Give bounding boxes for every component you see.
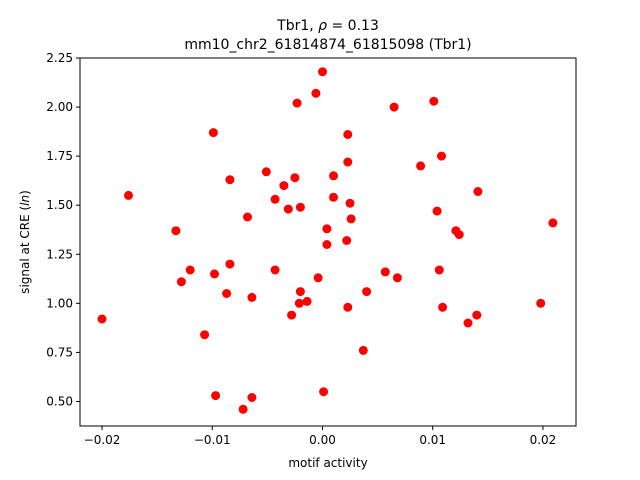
y-tick-label: 2.25 <box>46 51 73 65</box>
data-point <box>208 128 218 138</box>
data-point <box>380 267 390 277</box>
y-axis-ticks: 0.50 0.75 1.00 1.25 1.50 1.75 2.00 2.25 <box>46 51 80 408</box>
data-point <box>329 171 338 181</box>
data-point <box>472 310 482 320</box>
data-point <box>270 194 280 204</box>
data-point <box>536 298 546 308</box>
x-axis-ticks: −0.02 −0.01 0.00 0.01 0.02 <box>84 426 557 447</box>
data-point <box>358 345 368 355</box>
data-point <box>270 265 280 275</box>
data-point <box>225 175 235 185</box>
data-point <box>294 298 304 308</box>
y-tick-label: 1.50 <box>46 198 73 212</box>
data-point <box>243 212 252 222</box>
y-tick-label: 1.00 <box>46 296 73 310</box>
data-point <box>345 198 355 208</box>
data-point <box>362 287 372 297</box>
y-tick-label: 1.25 <box>46 247 73 261</box>
y-tick-label: 0.75 <box>46 345 73 359</box>
chart-title-line2: mm10_chr2_61814874_61815098 (Tbr1) <box>184 37 471 53</box>
data-point <box>389 102 399 112</box>
x-tick-label: −0.02 <box>84 433 121 447</box>
data-point <box>434 265 444 275</box>
x-tick-label: −0.01 <box>194 433 231 447</box>
data-point <box>290 173 300 183</box>
x-tick-label: 0.01 <box>419 433 446 447</box>
data-point <box>225 259 235 269</box>
data-point <box>343 130 353 139</box>
data-point <box>548 218 558 228</box>
data-point <box>247 292 257 302</box>
data-point <box>343 302 353 312</box>
data-point <box>222 289 232 298</box>
data-point <box>343 157 353 167</box>
axes-frame <box>79 57 577 427</box>
data-point <box>279 181 289 191</box>
data-point <box>211 391 221 401</box>
data-point <box>392 273 402 283</box>
data-point <box>200 330 210 340</box>
data-point <box>97 314 107 324</box>
data-point <box>283 204 293 214</box>
data-point <box>454 230 464 240</box>
data-point <box>322 240 332 249</box>
data-point <box>432 206 442 216</box>
data-point <box>416 161 426 171</box>
data-point <box>247 393 257 402</box>
data-point <box>342 236 352 245</box>
chart-title-line1: Tbr1, ρ = 0.13 <box>276 18 379 34</box>
x-tick-label: 0.00 <box>309 433 336 447</box>
x-axis-label: motif activity <box>288 456 367 470</box>
data-point <box>171 226 181 236</box>
data-point <box>302 296 312 306</box>
y-axis-label: signal at CRE (ln) <box>18 190 32 294</box>
y-tick-label: 0.50 <box>46 394 73 408</box>
data-point <box>287 310 297 320</box>
plot-area <box>97 67 558 414</box>
data-point <box>329 192 338 202</box>
data-point <box>124 190 133 200</box>
data-point <box>319 387 329 397</box>
y-tick-label: 1.75 <box>46 149 73 163</box>
data-point <box>176 277 186 287</box>
data-point <box>311 88 321 98</box>
x-tick-label: 0.02 <box>530 433 557 447</box>
data-point <box>438 302 448 312</box>
y-tick-label: 2.00 <box>46 100 73 114</box>
data-point <box>463 318 473 328</box>
data-point <box>429 96 439 106</box>
data-point <box>295 287 305 297</box>
data-point <box>295 202 305 212</box>
data-point <box>318 67 327 77</box>
data-point <box>437 151 446 161</box>
data-point <box>238 404 248 414</box>
data-point <box>210 269 219 279</box>
data-point <box>261 167 271 177</box>
data-point <box>185 265 195 275</box>
data-point <box>292 98 302 108</box>
data-point <box>313 273 323 283</box>
data-point <box>322 224 332 234</box>
data-point <box>473 187 483 196</box>
data-point <box>346 214 356 224</box>
